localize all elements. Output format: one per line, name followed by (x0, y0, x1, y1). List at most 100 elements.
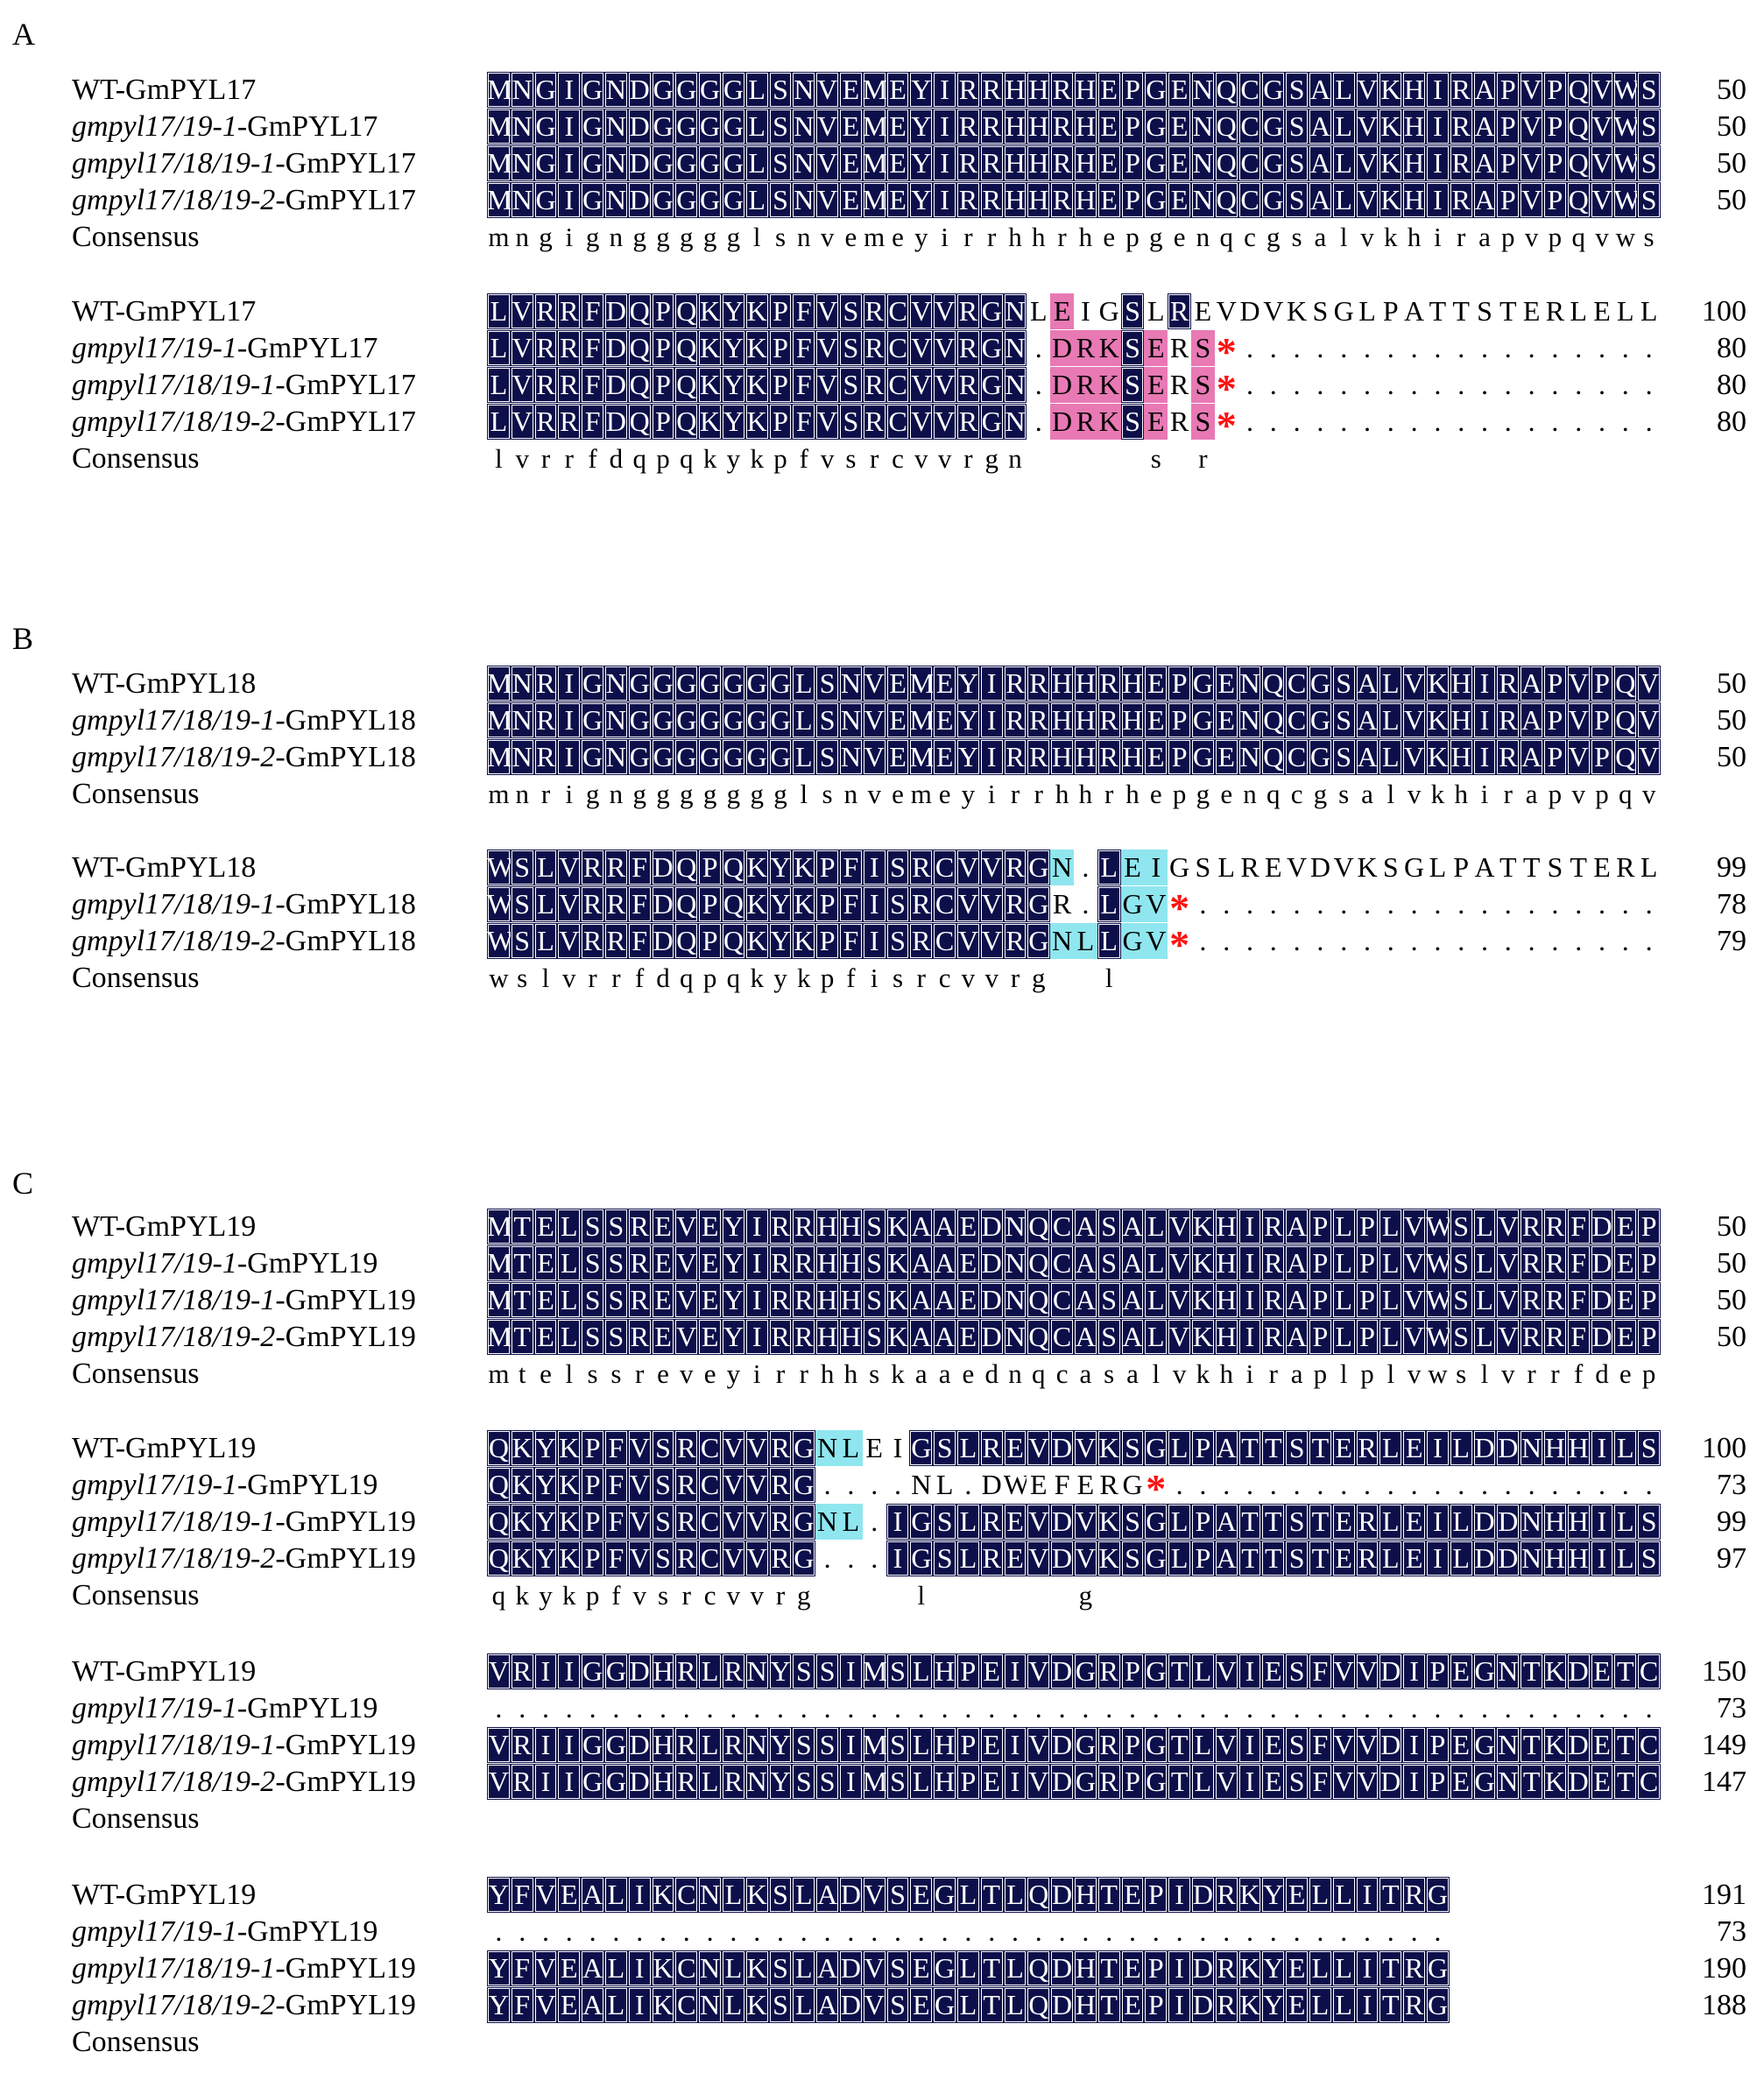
residue: N (744, 1764, 769, 1800)
gap: . (1223, 925, 1231, 956)
consensus-residue: g (1313, 779, 1328, 809)
consensus-residue: m (488, 222, 510, 252)
residue: . (1082, 888, 1090, 920)
residue: D (651, 923, 675, 959)
residue: E (698, 1209, 722, 1244)
residue: I (1238, 1764, 1262, 1800)
residue: N (1003, 1319, 1027, 1355)
residue: G (979, 293, 1004, 329)
residue: F (510, 1987, 534, 2023)
residue: L (1358, 295, 1376, 327)
residue: K (1238, 1987, 1262, 2023)
residue: N (1191, 72, 1215, 108)
residue: T (1097, 1877, 1121, 1913)
gap: . (1621, 369, 1629, 400)
residue: D (1496, 1504, 1521, 1540)
residue: D (1239, 295, 1260, 327)
consensus-residue: g (726, 222, 741, 252)
residue: A (815, 1950, 839, 1986)
residue: P (1426, 1653, 1450, 1689)
sequence-name: gmpyl17/19-1-GmPYL19 (72, 1467, 377, 1504)
residue: S (768, 109, 793, 145)
consensus-residue: g (539, 222, 553, 252)
residue: M (487, 1209, 511, 1244)
residue: I (627, 1987, 652, 2023)
residue: E (909, 1950, 934, 1986)
residue: A (581, 1950, 604, 1986)
residue: . (519, 1692, 526, 1724)
residue: Y (1261, 1877, 1286, 1913)
residue: A (1309, 72, 1332, 108)
residue: N (698, 1950, 722, 1986)
residue: Q (1261, 739, 1286, 775)
residue: . (1363, 1915, 1371, 1947)
residue: Q (1027, 1319, 1051, 1355)
consensus-residue: q (680, 962, 694, 993)
residue: R (1543, 1282, 1567, 1318)
residue: I (1590, 1504, 1614, 1540)
residue: V (1520, 182, 1543, 218)
residue: I (1355, 1987, 1379, 2023)
residue: E (886, 702, 910, 738)
residue: S (886, 1727, 910, 1763)
residue: . (730, 1915, 737, 1947)
residue: L (722, 1987, 745, 2023)
residue: E (1402, 1541, 1426, 1576)
residue: I (627, 1877, 652, 1913)
residue: V (744, 1430, 769, 1466)
residue: G (533, 145, 558, 181)
residue: N (1003, 1209, 1027, 1244)
residue: . (1034, 369, 1042, 400)
residue: G (744, 666, 769, 702)
residue: I (933, 145, 956, 181)
residue: S (839, 293, 863, 329)
residue: Y (722, 293, 745, 329)
residue: R (1402, 1877, 1426, 1913)
residue: M (862, 1727, 886, 1763)
residue-count: 50 (1717, 667, 1746, 700)
residue: F (581, 367, 604, 403)
residue: T (1097, 1950, 1121, 1986)
residue: I (933, 72, 956, 108)
consensus-residue: k (1430, 779, 1445, 809)
residue: K (1191, 1209, 1215, 1244)
residue: R (979, 1541, 1004, 1576)
residue: L (1449, 1504, 1473, 1540)
residue: A (1074, 1245, 1097, 1281)
residue: . (1316, 1915, 1324, 1947)
residue: H (933, 1764, 956, 1800)
residue: T (1261, 1541, 1286, 1576)
residue: R (533, 330, 558, 366)
residue: L (1168, 1430, 1191, 1466)
consensus-residue: h (1125, 779, 1140, 809)
residue: K (744, 850, 769, 885)
residue: L (1217, 851, 1235, 883)
residue: D (1590, 1282, 1614, 1318)
gap: . (1480, 925, 1488, 956)
residue: R (956, 404, 980, 440)
consensus-residue: p (1125, 222, 1140, 252)
residue: V (1074, 1541, 1097, 1576)
residue: G (698, 702, 722, 738)
residue: S (815, 1727, 839, 1763)
residue: P (581, 1430, 604, 1466)
residue: D (1050, 1877, 1074, 1913)
residue: S (886, 850, 910, 885)
residue: D (1590, 1245, 1614, 1281)
protein-label: -GmPYL19 (275, 1952, 416, 1985)
residue: C (886, 330, 910, 366)
residue: E (533, 1282, 558, 1318)
residue: R (674, 1430, 699, 1466)
residue: S (1449, 1245, 1473, 1281)
residue: R (862, 293, 886, 329)
genotype-label: gmpyl17/18/19-2 (72, 1321, 276, 1353)
protein-label: -GmPYL19 (275, 1729, 416, 1761)
consensus-label: Consensus (72, 1802, 200, 1835)
residue: E (1097, 182, 1121, 218)
residue: K (651, 1950, 675, 1986)
residue: A (933, 1319, 956, 1355)
consensus-residue: k (891, 1358, 905, 1389)
residue: S (792, 1727, 816, 1763)
residue: N (1003, 1282, 1027, 1318)
residue: R (1402, 1987, 1426, 2023)
